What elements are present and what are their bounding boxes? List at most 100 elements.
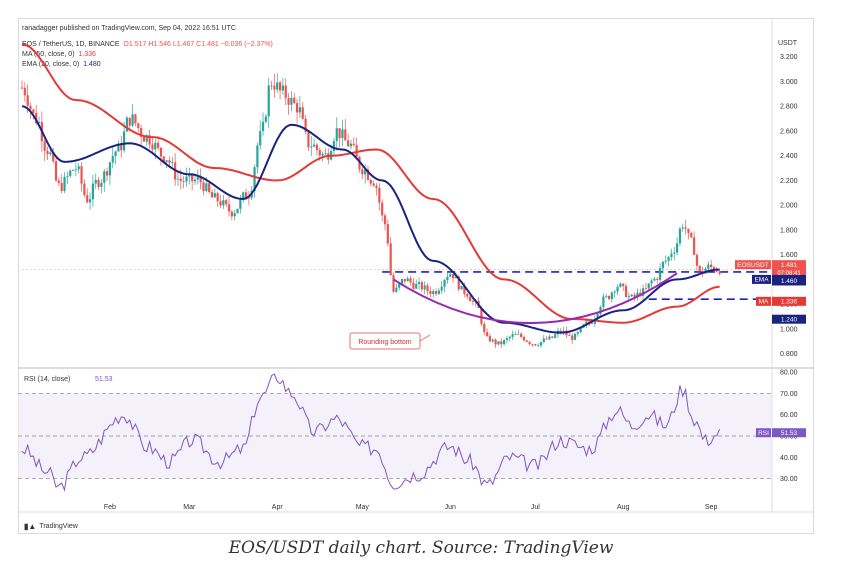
candle-body (247, 197, 250, 199)
candle-body (313, 144, 316, 147)
rsi-line (21, 373, 721, 492)
candle-body (295, 103, 299, 113)
candle-body (480, 308, 483, 324)
price-tick-label: 2.000 (780, 203, 798, 210)
candle-body (710, 264, 713, 267)
candle-body (74, 169, 77, 171)
candle-body (182, 181, 185, 182)
candle-body (344, 129, 347, 141)
candle-body (69, 170, 72, 176)
candle-body (607, 295, 611, 300)
candle-body (684, 227, 687, 229)
candle-body (457, 276, 460, 290)
candle-body (347, 140, 350, 147)
candle-body (125, 117, 129, 132)
candle-body (60, 183, 63, 192)
symbol-name: EOS / TetherUS, 1D, BINANCE (22, 41, 120, 48)
symbol-line: EOS / TetherUS, 1D, BINANCE O1.517 H1.54… (22, 41, 273, 48)
candle-body (369, 179, 372, 184)
candle-body (108, 162, 112, 176)
ema-legend: EMA (20, close, 0) 1.480 (22, 61, 101, 68)
candle-body (446, 276, 449, 281)
candle-body (537, 345, 540, 347)
candle-body (315, 144, 319, 151)
candle-body (548, 336, 551, 340)
price-tick-label: 3.000 (780, 79, 798, 86)
rsi-tick-label: 40.00 (780, 455, 798, 462)
ma-tag-value: 1.336 (781, 299, 798, 306)
rsi-tick-label: 60.00 (780, 412, 798, 419)
candle-body (205, 183, 208, 192)
candle-body (63, 176, 66, 192)
candle-body (378, 187, 381, 203)
candle-body (409, 278, 412, 283)
candle-body (103, 171, 106, 183)
candle-body (94, 179, 97, 184)
rounding-bottom-annotation: Rounding bottom (358, 339, 411, 346)
rsi-tag-value: 51.53 (781, 430, 798, 437)
ma50-line (21, 43, 720, 324)
candle-body (35, 112, 38, 124)
candle-body (338, 128, 341, 139)
candle-body (43, 141, 46, 151)
candle-body (636, 292, 639, 297)
candle-body (310, 146, 313, 148)
candle-body (276, 82, 279, 90)
candle-body (590, 322, 594, 324)
ema-tag-label: EMA (754, 277, 769, 284)
rsi-tick-label: 80.00 (780, 370, 798, 377)
candle-body (386, 224, 389, 244)
candle-body (26, 95, 29, 106)
candle-body (539, 341, 543, 346)
candle-body (57, 180, 60, 184)
candle-body (273, 85, 276, 90)
candle-body (429, 290, 432, 295)
candle-body (179, 178, 182, 182)
candle-body (151, 144, 154, 150)
candle-body (131, 114, 134, 126)
candle-body (324, 153, 327, 155)
candle-body (491, 339, 494, 342)
candle-body (293, 97, 296, 104)
candle-body (545, 338, 548, 340)
ohlc-values: O1.517 H1.546 L1.467 C1.481 −0.036 (−2.3… (123, 41, 273, 48)
level-2-value: 1.240 (781, 316, 798, 323)
candle-body (225, 200, 228, 205)
price-tick-label: 2.200 (780, 178, 798, 185)
candle-body (196, 177, 199, 180)
candle-body (687, 228, 690, 234)
candle-body (210, 192, 214, 198)
candle-body (341, 129, 344, 139)
figure-caption: EOS/USDT daily chart. Source: TradingVie… (228, 538, 614, 558)
candle-body (159, 147, 163, 157)
candle-body (466, 293, 469, 297)
price-tick-label: 2.600 (780, 128, 798, 135)
candle-body (91, 183, 94, 200)
candle-body (698, 265, 701, 271)
candle-body (307, 131, 310, 148)
candle-body (278, 82, 282, 91)
candle-body (389, 243, 392, 276)
candle-body (630, 294, 633, 297)
candle-body (596, 313, 599, 320)
candle-body (301, 107, 304, 119)
rsi-title-value: 51.53 (95, 376, 113, 383)
candle-body (633, 294, 636, 297)
candle-body (137, 123, 140, 129)
candle-body (406, 278, 409, 282)
candle-body (650, 280, 653, 284)
candle-body (576, 332, 579, 334)
rsi-tick-label: 70.00 (780, 391, 798, 398)
candle-body (661, 261, 665, 269)
candle-body (20, 87, 24, 89)
candle-body (287, 97, 290, 105)
level-2-box (772, 314, 806, 324)
candle-body (619, 283, 622, 287)
candle-body (622, 283, 625, 287)
candle-body (610, 292, 613, 300)
time-tick-label: Jul (531, 504, 540, 511)
ema-tag-box (752, 274, 771, 284)
candle-body (551, 336, 554, 338)
rsi-tick-label: 30.00 (780, 476, 798, 483)
candle-body (66, 175, 69, 177)
